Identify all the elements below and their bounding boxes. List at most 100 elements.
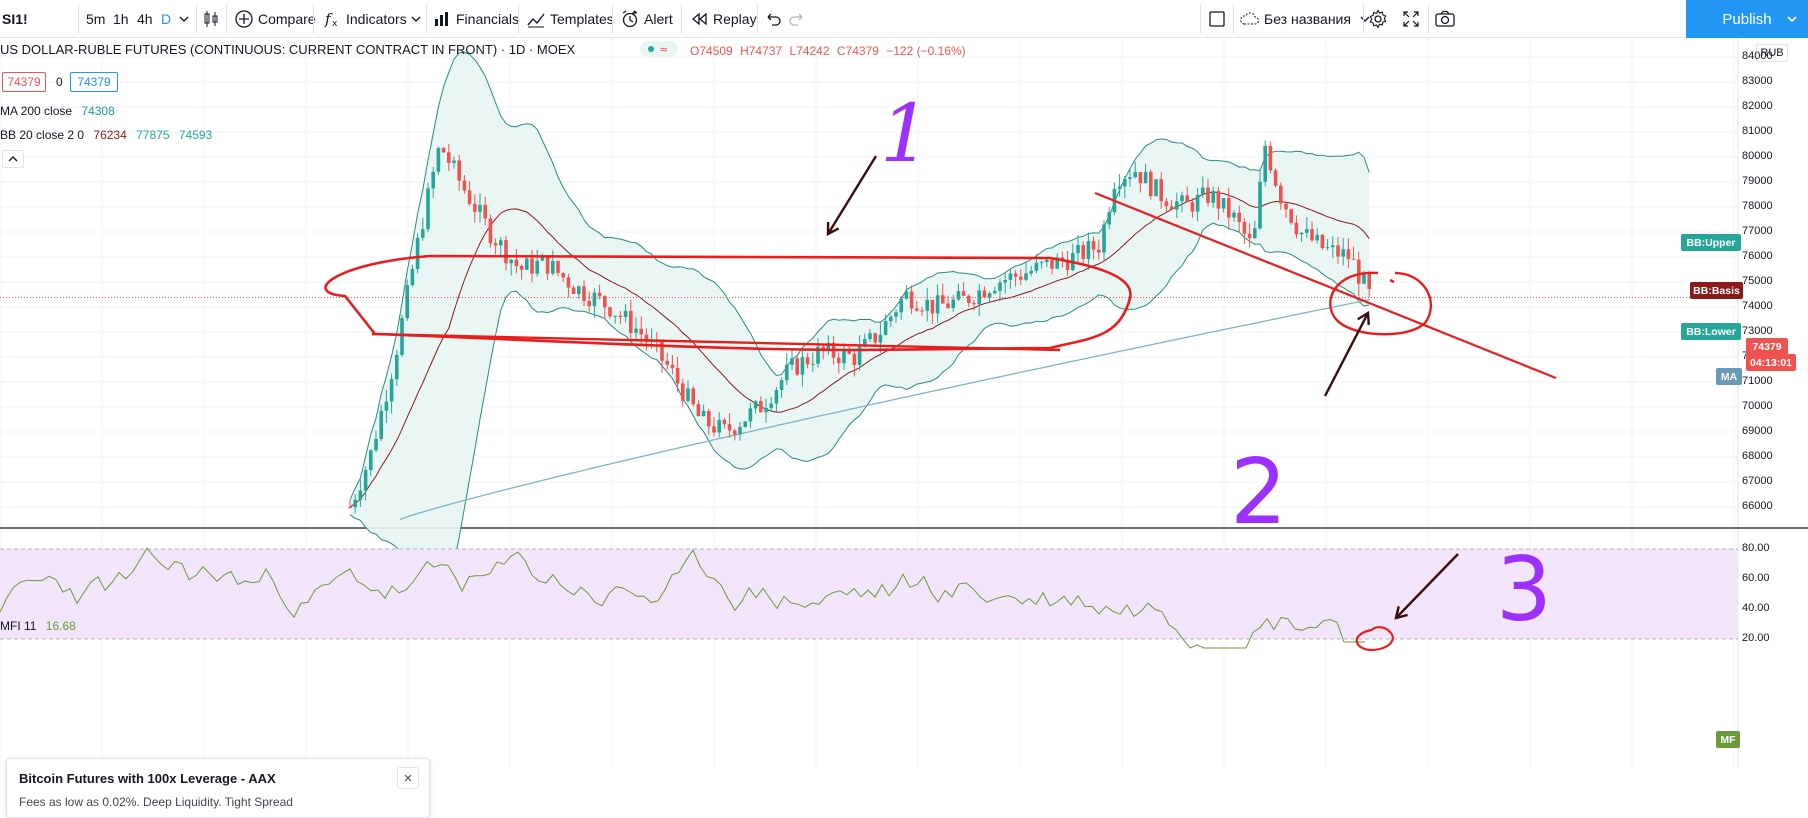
camera-icon[interactable] [1434,0,1456,38]
candle-body [400,318,404,355]
price-axis-label: 77000 [1742,225,1773,237]
candle-body [691,388,695,405]
candle-body [1154,179,1158,197]
interval-5m[interactable]: 5m [86,11,106,27]
arrow-2 [1323,312,1370,397]
candle-body [571,287,576,295]
publish-button[interactable]: Publish [1686,0,1808,38]
annotation-1: 1 [880,87,931,180]
gear-icon[interactable] [1368,0,1388,38]
candle-body [670,364,675,368]
candle-body [369,450,373,471]
promo-title[interactable]: Bitcoin Futures with 100x Leverage - AAX [19,771,276,786]
symbol-search[interactable]: SI1! [2,0,28,38]
ma-legend[interactable]: MA 200 close 74308 [0,104,115,118]
mfi-circle-annotation [1355,626,1394,652]
candle-body [935,295,940,314]
price-axis-label: 83000 [1742,75,1773,87]
chevron-down-icon[interactable] [410,0,422,38]
candle-body [1305,229,1309,233]
candle-style-icon[interactable] [202,0,220,38]
candle-body [1065,260,1070,271]
mfi-axis-label: 20.00 [1742,632,1770,644]
candle-body [998,282,1002,291]
buy-price-box[interactable]: 74379 [70,72,118,92]
candle-body [618,315,623,318]
last-price-tag: 74379 [1746,338,1788,355]
candle-body [873,333,877,343]
alert-button[interactable]: Alert [620,0,673,38]
candle-body [452,160,456,163]
layout-name-menu[interactable]: Без названия [1238,0,1371,38]
candle-body [608,307,612,317]
status-badge[interactable]: ≈ [639,39,679,62]
undo-icon[interactable] [764,0,782,38]
candle-body [1159,179,1163,202]
fullscreen-icon[interactable] [1402,0,1420,38]
candle-body [1169,206,1174,210]
candle-body [1091,241,1096,250]
price-axis-label: 78000 [1742,200,1773,212]
price-axis-label: 71000 [1742,375,1773,387]
compare-button[interactable]: Compare [234,0,316,38]
chevron-down-icon[interactable] [178,0,190,38]
candle-body [1232,212,1236,218]
series-title[interactable]: US DOLLAR-RUBLE FUTURES (CONTINUOUS: CUR… [0,42,576,57]
candle-body [577,286,581,295]
candle-body [519,265,524,270]
candle-body [592,292,597,307]
candlesticks [0,140,1738,514]
candle-body [717,419,721,433]
chevron-down-icon[interactable] [1786,0,1798,38]
candle-body [363,470,368,491]
replay-button[interactable]: Replay [689,0,757,38]
price-chart[interactable] [0,38,1808,768]
financials-button[interactable]: Financials [432,0,519,38]
sell-price-box[interactable]: 74379 [2,72,46,92]
templates-icon [527,13,545,28]
interval-d[interactable]: D [161,11,172,27]
candle-body [1003,279,1007,283]
candle-body [1008,273,1013,280]
candle-body [904,291,909,299]
price-axis-label: 68000 [1742,450,1773,462]
candle-body [1076,245,1080,254]
collapse-legend-button[interactable] [2,150,24,168]
candle-body [899,298,903,313]
close-icon[interactable]: × [397,767,419,789]
candle-body [909,291,914,309]
currency-badge[interactable]: RUB [1756,44,1788,62]
candle-body [779,380,784,390]
candle-body [701,410,706,417]
candle-body [415,237,420,269]
interval-1h[interactable]: 1h [113,11,129,27]
candle-body [540,255,545,261]
spread-value: 0 [56,75,63,89]
interval-4h[interactable]: 4h [137,11,153,27]
candle-body [535,260,539,274]
mfi-legend[interactable]: MFI 11 16.68 [0,619,76,633]
candle-body [1201,187,1205,195]
chart-canvas[interactable]: US DOLLAR-RUBLE FUTURES (CONTINUOUS: CUR… [0,38,1808,818]
price-axis-label: 84000 [1742,50,1773,62]
candle-body [1284,203,1288,210]
bb-legend[interactable]: BB 20 close 2 0 76234 77875 74593 [0,128,213,142]
templates-button[interactable]: Templates [526,0,614,38]
candle-body [847,349,851,354]
redo-icon[interactable] [788,0,806,38]
candle-body [561,272,565,278]
candle-body [941,295,945,304]
promo-banner[interactable]: Bitcoin Futures with 100x Leverage - AAX… [6,758,430,818]
svg-text:≈: ≈ [659,43,668,56]
candle-body [623,310,628,318]
candle-body [743,421,747,427]
candle-body [753,401,758,409]
candle-body [1102,224,1106,253]
candle-body [837,357,841,364]
candle-body [961,291,966,296]
candle-body [421,229,425,238]
candle-body [1039,262,1044,264]
square-icon[interactable] [1208,0,1226,38]
mfi-pane [0,547,1738,649]
